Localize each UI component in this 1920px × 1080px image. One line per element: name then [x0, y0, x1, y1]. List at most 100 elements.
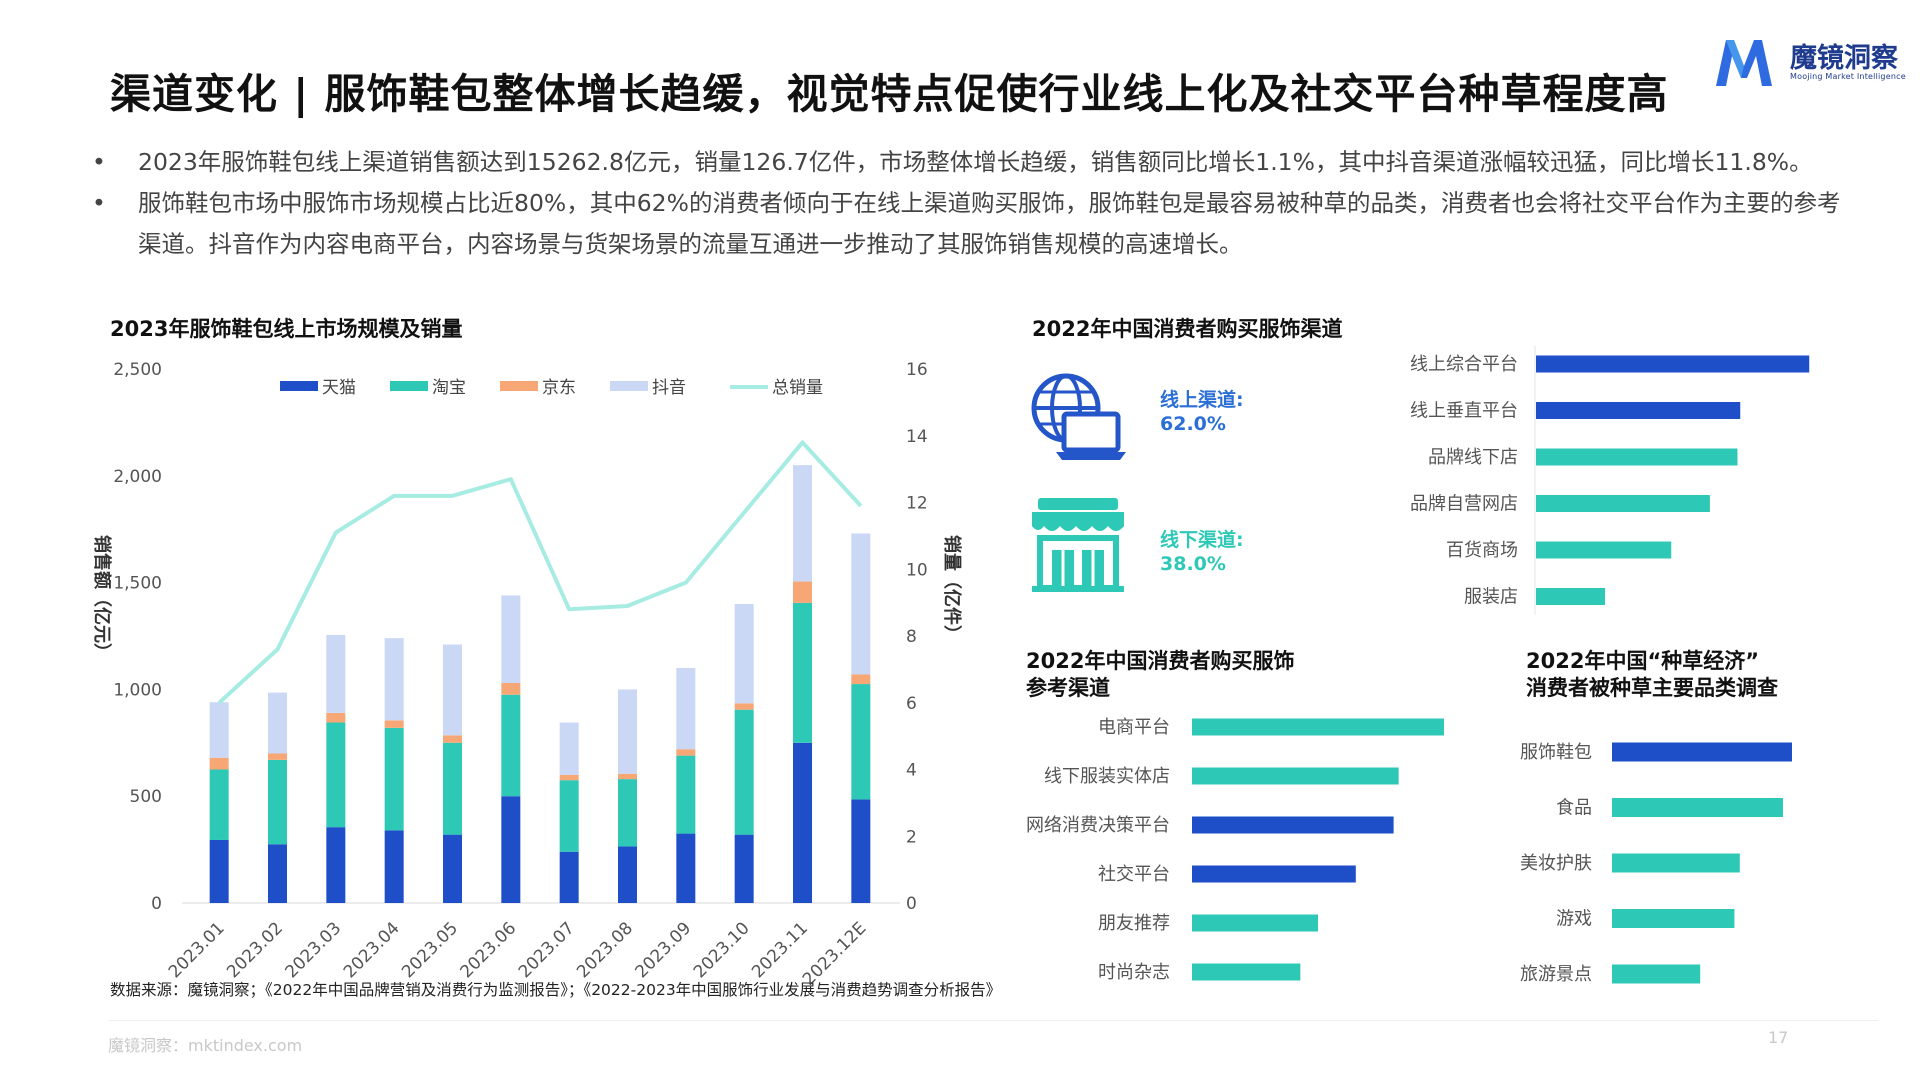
bar-美妆护肤	[1612, 853, 1740, 873]
bar-segment-天猫	[443, 834, 462, 903]
legend-swatch	[500, 381, 538, 391]
bar-segment-淘宝	[734, 709, 754, 835]
bar-服装店	[1536, 588, 1605, 605]
bar-segment-抖音	[443, 644, 462, 736]
legend-swatch	[390, 381, 428, 391]
category-label: 服饰鞋包	[1520, 742, 1592, 763]
bar-segment-天猫	[268, 844, 287, 903]
reference-title-line1: 2022年中国消费者购买服饰	[1026, 649, 1295, 673]
y-tick-label: 2,500	[113, 360, 162, 380]
bar-segment-抖音	[209, 702, 229, 758]
globe-laptop-icon	[1031, 373, 1126, 460]
bar-线上垂直平台	[1536, 402, 1741, 419]
category-label: 旅游景点	[1520, 964, 1592, 985]
bullet-item: • 服饰鞋包市场中服饰市场规模占比近80%，其中62%的消费者倾向于在线上渠道购…	[88, 183, 1848, 265]
bar-segment-京东	[734, 703, 754, 710]
bar-segment-天猫	[793, 742, 812, 903]
bar-segment-京东	[559, 774, 579, 781]
bar-segment-淘宝	[676, 755, 696, 834]
bar-segment-京东	[618, 773, 637, 780]
bar-朋友推荐	[1192, 914, 1318, 932]
bar-segment-京东	[676, 749, 696, 756]
bar-segment-抖音	[268, 692, 287, 754]
bar-segment-淘宝	[851, 684, 871, 800]
online-channel-value: 62.0%	[1160, 413, 1226, 435]
category-label: 美妆护肤	[1520, 853, 1592, 874]
bar-segment-抖音	[384, 638, 404, 721]
bar-segment-天猫	[209, 839, 229, 903]
category-label: 时尚杂志	[1098, 962, 1170, 983]
category-label: 线上综合平台	[1410, 354, 1518, 375]
category-label: 网络消费决策平台	[1026, 815, 1170, 836]
y-tick-label: 500	[130, 787, 162, 807]
y-tick-label: 1,000	[113, 680, 162, 700]
bar-segment-淘宝	[326, 722, 346, 828]
y-axis-title: 销售额（亿元）	[91, 535, 113, 661]
category-label: 百货商场	[1446, 540, 1518, 561]
channel-chart-title: 2022年中国消费者购买服饰渠道	[1032, 317, 1343, 341]
offline-channel-value: 38.0%	[1160, 553, 1226, 575]
x-tick-label: 2023.09	[632, 918, 696, 982]
y2-axis-title: 销量（亿件）	[941, 535, 963, 643]
y2-tick-label: 6	[906, 694, 917, 714]
seeding-chart-title: 2022年中国“种草经济” 消费者被种草主要品类调查	[1526, 648, 1778, 702]
x-tick-label: 2023.02	[223, 918, 287, 982]
legend-label: 抖音	[652, 378, 686, 398]
category-label: 品牌线下店	[1428, 447, 1518, 468]
main-chart-title: 2023年服饰鞋包线上市场规模及销量	[110, 317, 463, 341]
bullet-item: • 2023年服饰鞋包线上渠道销售额达到15262.8亿元，销量126.7亿件，…	[88, 142, 1848, 183]
bar-电商平台	[1192, 718, 1444, 736]
bar-segment-天猫	[501, 796, 521, 903]
bar-segment-天猫	[384, 830, 404, 903]
logo-icon	[1716, 40, 1772, 86]
bar-网络消费决策平台	[1192, 816, 1394, 834]
y-tick-label: 0	[151, 894, 162, 914]
page-title: 渠道变化 | 服饰鞋包整体增长趋缓，视觉特点促使行业线上化及社交平台种草程度高	[110, 70, 1669, 118]
x-tick-label: 2023.06	[457, 918, 521, 982]
bar-segment-淘宝	[559, 780, 579, 852]
category-label: 电商平台	[1098, 717, 1170, 738]
bar-segment-天猫	[559, 851, 579, 903]
bar-线下服装实体店	[1192, 767, 1399, 785]
y-tick-label: 2,000	[113, 467, 162, 487]
legend-swatch	[610, 381, 648, 391]
data-source-note: 数据来源：魔镜洞察；《2022年中国品牌营销及消费行为监测报告》；《2022-2…	[110, 981, 1002, 999]
storefront-icon	[1032, 498, 1124, 592]
bullet-dot: •	[92, 148, 106, 176]
bar-社交平台	[1192, 865, 1356, 883]
bar-时尚杂志	[1192, 963, 1301, 981]
bar-线上综合平台	[1536, 355, 1810, 373]
bullet-text: 服饰鞋包市场中服饰市场规模占比近80%，其中62%的消费者倾向于在线上渠道购买服…	[138, 189, 1841, 258]
x-tick-label: 2023.07	[515, 918, 579, 982]
category-label: 服装店	[1464, 587, 1518, 608]
bullet-list: • 2023年服饰鞋包线上渠道销售额达到15262.8亿元，销量126.7亿件，…	[88, 142, 1848, 265]
y2-tick-label: 2	[906, 827, 917, 847]
bar-segment-京东	[851, 674, 871, 685]
footer-url: 魔镜洞察：mktindex.com	[108, 1036, 303, 1055]
bar-食品	[1612, 798, 1783, 817]
y2-tick-label: 16	[906, 360, 928, 380]
bar-segment-天猫	[676, 833, 696, 903]
bar-segment-抖音	[676, 668, 696, 750]
y2-tick-label: 8	[906, 627, 917, 647]
series-line-总销量	[217, 440, 863, 705]
y-tick-label: 1,500	[113, 574, 162, 594]
bar-品牌自营网店	[1536, 495, 1710, 512]
reference-title-line2: 参考渠道	[1026, 676, 1110, 700]
bullet-text: 2023年服饰鞋包线上渠道销售额达到15262.8亿元，销量126.7亿件，市场…	[138, 148, 1813, 176]
bar-segment-京东	[384, 720, 404, 728]
online-channel-label: 线上渠道:	[1160, 389, 1244, 411]
bar-segment-淘宝	[209, 769, 229, 840]
x-tick-label: 2023.04	[340, 918, 404, 982]
bar-segment-天猫	[326, 827, 346, 903]
offline-channel-label: 线下渠道:	[1160, 529, 1244, 551]
bar-segment-京东	[501, 682, 521, 695]
x-tick-label: 2023.08	[573, 918, 637, 982]
bar-segment-抖音	[851, 533, 871, 675]
bar-segment-京东	[443, 735, 462, 743]
y2-tick-label: 4	[906, 761, 917, 781]
bar-游戏	[1612, 909, 1735, 928]
seeding-title-line1: 2022年中国“种草经济”	[1526, 649, 1760, 673]
legend-label: 京东	[542, 378, 576, 398]
